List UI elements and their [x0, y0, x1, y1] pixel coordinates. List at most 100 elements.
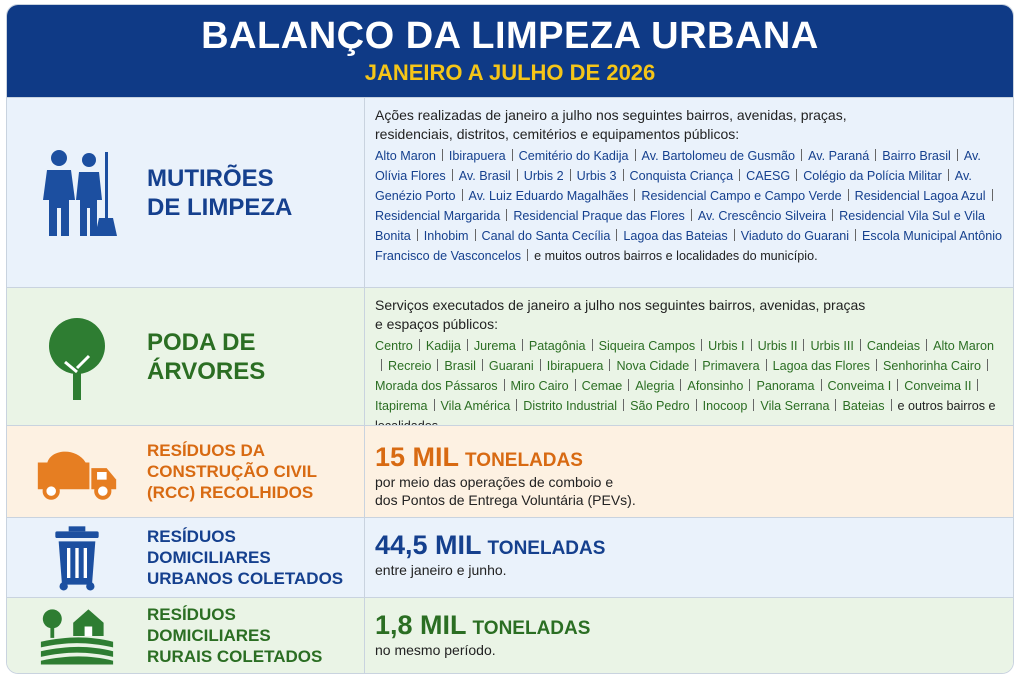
- separator: [516, 169, 518, 181]
- section-row: PODA DE ÁRVORES Serviços executados de jan…: [7, 287, 1013, 433]
- stat-title: RESÍDUOS DA CONSTRUÇÃO CIVIL (RCC) RECOLHI…: [147, 440, 317, 503]
- amount-value: 44,5 MIL: [375, 530, 482, 560]
- title-line: MUTIRÕES: [147, 164, 274, 192]
- separator: [750, 339, 752, 351]
- place: Brasil: [444, 359, 476, 373]
- place: Urbis I: [708, 339, 745, 353]
- place: Av. Brasil: [458, 169, 511, 183]
- place: Alto Maron: [375, 149, 436, 163]
- header: BALANÇO DA LIMPEZA URBANA JANEIRO A JULH…: [7, 5, 1013, 97]
- separator: [506, 209, 508, 221]
- separator: [855, 229, 856, 241]
- title-line: DOMICILIARES: [147, 548, 271, 567]
- section-body: Ações realizadas de janeiro a julho nos …: [365, 98, 1013, 287]
- place: Lagoa das Bateias: [623, 229, 728, 243]
- stat-title: RESÍDUOS DOMICILIARES RURAIS COLETADOS: [147, 604, 322, 667]
- title-line: PODA DE: [147, 328, 256, 356]
- place: Urbis 2: [523, 169, 564, 183]
- separator: [956, 149, 958, 161]
- place: Viaduto do Guarani: [740, 229, 849, 243]
- icon: [7, 312, 147, 402]
- separator: [859, 339, 861, 351]
- amount-unit: TONELADAS: [487, 538, 606, 559]
- title-line: DOMICILIARES: [147, 626, 271, 645]
- separator: [451, 169, 453, 181]
- infographic: BALANÇO DA LIMPEZA URBANA JANEIRO A JULH…: [6, 4, 1014, 674]
- place: Alegria: [635, 379, 675, 393]
- icon: [7, 607, 147, 665]
- place: Av. Crescêncio Silveira: [697, 209, 827, 223]
- place: Cemitério do Kadija: [518, 149, 629, 163]
- separator: [680, 379, 682, 391]
- separator: [634, 189, 636, 201]
- separator: [527, 249, 529, 261]
- title-line: (RCC) RECOLHIDOS: [147, 483, 314, 502]
- place: CAESG: [746, 169, 791, 183]
- separator: [926, 339, 928, 351]
- subtitle: JANEIRO A JULHO DE 2026: [364, 60, 656, 85]
- icon-graphic: [37, 148, 117, 238]
- separator: [481, 359, 483, 371]
- separator: [890, 399, 892, 411]
- stat-title: RESÍDUOS DOMICILIARES URBANOS COLETADOS: [147, 526, 343, 589]
- note-line: por meio das operações de comboio e: [375, 474, 614, 490]
- separator: [820, 379, 822, 391]
- separator: [701, 339, 703, 351]
- place: Ibirapuera: [546, 359, 604, 373]
- place: Primavera: [702, 359, 760, 373]
- separator: [801, 149, 803, 161]
- place: Escola Municipal Antônio Francisco de Va…: [375, 229, 1003, 263]
- place: Urbis 3: [576, 169, 617, 183]
- separator: [947, 169, 949, 181]
- place: Vila Serrana: [760, 399, 830, 413]
- place: Senhorinha Cairo: [882, 359, 981, 373]
- stat-row: RESÍDUOS DOMICILIARES URBANOS COLETADOS 44,…: [7, 517, 1013, 597]
- separator: [569, 169, 571, 181]
- icon-graphic: [34, 443, 120, 501]
- section-title: PODA DE ÁRVORES: [147, 328, 265, 386]
- place: Miro Cairo: [510, 379, 569, 393]
- places: Alto Maron Ibirapuera Cemitério do Kadija A…: [375, 146, 1003, 266]
- separator: [511, 149, 513, 161]
- separator: [516, 399, 518, 411]
- separator: [765, 359, 767, 371]
- note-line: no mesmo período.: [375, 642, 496, 658]
- separator: [739, 169, 741, 181]
- separator: [539, 359, 541, 371]
- place: Av. Olívia Flores: [375, 149, 981, 183]
- place: Residencial Praque das Flores: [513, 209, 685, 223]
- stat-body: 1,8 MIL TONELADAS no mesmo período.: [365, 598, 1013, 673]
- separator: [441, 149, 443, 161]
- separator: [986, 359, 988, 371]
- place: Alto Maron: [933, 339, 994, 353]
- separator: [466, 339, 468, 351]
- separator: [474, 229, 476, 241]
- place: Urbis III: [810, 339, 854, 353]
- intro: Serviços executados de janeiro a julho n…: [375, 297, 866, 332]
- place: Candeias: [866, 339, 921, 353]
- place: Residencial Lagoa Azul: [854, 189, 986, 203]
- amount: 44,5 MIL TONELADAS: [375, 530, 1003, 561]
- place: Panorama: [756, 379, 815, 393]
- place: Guarani: [488, 359, 534, 373]
- title-line: RESÍDUOS DA: [147, 441, 266, 460]
- icon-graphic: [39, 607, 115, 665]
- separator: [733, 229, 735, 241]
- separator: [803, 339, 805, 351]
- stat-row: RESÍDUOS DOMICILIARES RURAIS COLETADOS 1,8 …: [7, 597, 1013, 673]
- separator: [574, 379, 576, 391]
- icon: [7, 148, 147, 238]
- place: Residencial Vila Sul e Vila Bonita: [375, 209, 986, 243]
- section-left: PODA DE ÁRVORES: [7, 288, 365, 425]
- place: Vila América: [440, 399, 511, 413]
- place: Bairro Brasil: [882, 149, 951, 163]
- separator: [875, 149, 877, 161]
- title-line: RESÍDUOS: [147, 527, 236, 546]
- place: Centro: [375, 339, 413, 353]
- place: Bateias: [842, 399, 885, 413]
- separator: [628, 379, 630, 391]
- place: Ibirapuera: [448, 149, 506, 163]
- section-row: MUTIRÕES DE LIMPEZA Ações realizadas de ja…: [7, 97, 1013, 287]
- place: Conquista Criança: [629, 169, 734, 183]
- place: Av. Luiz Eduardo Magalhães: [468, 189, 629, 203]
